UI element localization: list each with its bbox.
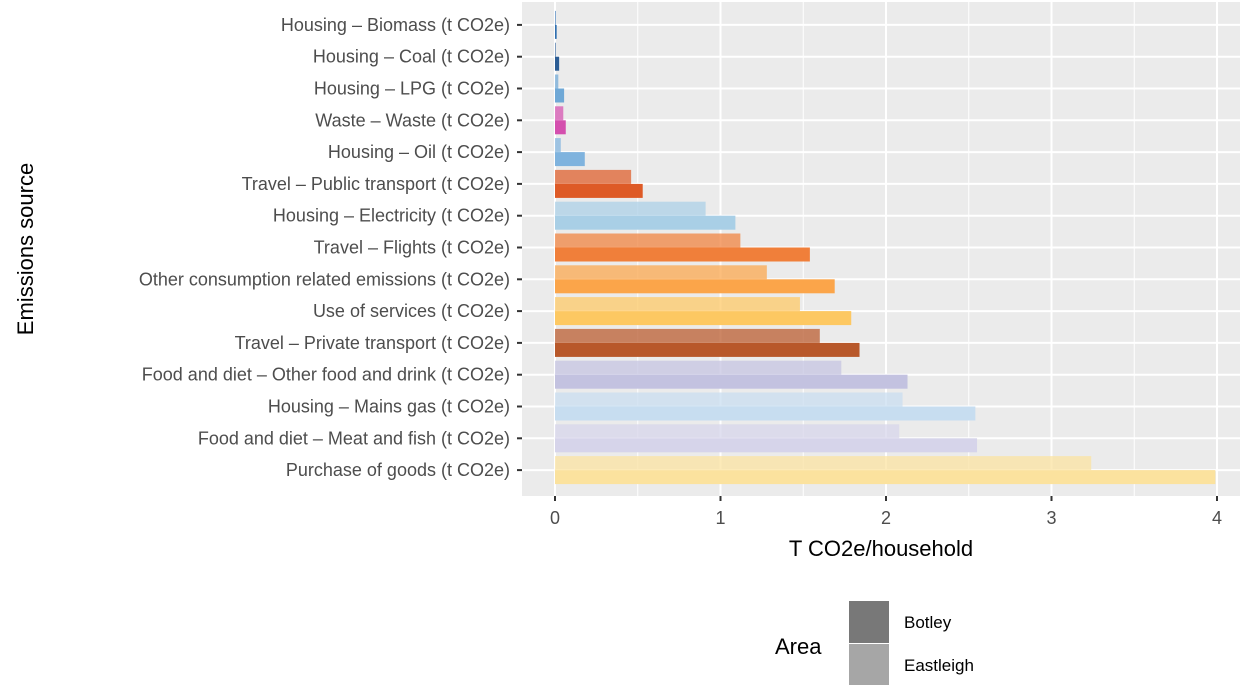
bar-botley-housing-coal-t-co2e [555, 42, 556, 57]
bar-eastleigh-food-and-diet-other-food-and-drink-t-co2e [555, 374, 908, 389]
x-tick-label: 0 [550, 508, 560, 528]
bar-botley-housing-mains-gas-t-co2e [555, 392, 903, 407]
y-tick-label: Housing – Oil (t CO2e) [328, 142, 510, 162]
bar-eastleigh-waste-waste-t-co2e [555, 120, 566, 135]
y-tick-label: Travel – Public transport (t CO2e) [242, 174, 510, 194]
bar-eastleigh-other-consumption-related-emissions-t-co2e [555, 279, 835, 294]
bar-botley-housing-oil-t-co2e [555, 138, 561, 153]
legend: Area Botley Eastleigh [775, 601, 974, 685]
y-axis: Housing – Biomass (t CO2e) Housing – Coal… [139, 15, 522, 480]
legend-title: Area [775, 634, 822, 659]
bar-eastleigh-food-and-diet-meat-and-fish-t-co2e [555, 438, 978, 453]
bar-botley-travel-public-transport-t-co2e [555, 169, 632, 184]
bar-botley-waste-waste-t-co2e [555, 106, 564, 121]
bar-eastleigh-purchase-of-goods-t-co2e [555, 470, 1216, 485]
bar-eastleigh-use-of-services-t-co2e [555, 311, 852, 326]
bar-eastleigh-housing-coal-t-co2e [555, 56, 560, 71]
bar-botley-other-consumption-related-emissions-t-co2e [555, 265, 767, 280]
x-axis-title: T CO2e/household [789, 536, 973, 561]
legend-key-eastleigh [849, 644, 889, 685]
bar-eastleigh-housing-biomass-t-co2e [555, 24, 557, 39]
bar-eastleigh-housing-lpg-t-co2e [555, 88, 565, 103]
y-tick-label: Housing – LPG (t CO2e) [314, 79, 510, 99]
bar-botley-housing-biomass-t-co2e [555, 10, 556, 25]
bar-botley-housing-electricity-t-co2e [555, 201, 706, 216]
x-tick-label: 3 [1046, 508, 1056, 528]
y-tick-label: Travel – Private transport (t CO2e) [235, 333, 510, 353]
y-tick-label: Food and diet – Meat and fish (t CO2e) [198, 428, 510, 448]
y-tick-label: Purchase of goods (t CO2e) [286, 460, 510, 480]
x-tick-label: 2 [881, 508, 891, 528]
y-tick-label: Other consumption related emissions (t C… [139, 269, 510, 289]
y-tick-label: Housing – Coal (t CO2e) [313, 47, 510, 67]
bar-eastleigh-housing-mains-gas-t-co2e [555, 406, 976, 421]
y-axis-title: Emissions source [13, 163, 38, 335]
y-tick-label: Housing – Electricity (t CO2e) [273, 206, 510, 226]
bar-botley-travel-private-transport-t-co2e [555, 328, 820, 343]
bars-layer [555, 10, 1216, 485]
legend-key-botley [849, 601, 889, 643]
legend-label-botley: Botley [904, 613, 952, 632]
bar-botley-use-of-services-t-co2e [555, 297, 800, 312]
bar-eastleigh-travel-flights-t-co2e [555, 247, 810, 262]
legend-label-eastleigh: Eastleigh [904, 656, 974, 675]
bar-eastleigh-housing-oil-t-co2e [555, 152, 585, 167]
bar-botley-housing-lpg-t-co2e [555, 74, 559, 89]
bar-eastleigh-travel-public-transport-t-co2e [555, 183, 643, 198]
x-tick-label: 1 [715, 508, 725, 528]
y-tick-label: Housing – Mains gas (t CO2e) [268, 397, 510, 417]
bar-eastleigh-housing-electricity-t-co2e [555, 215, 736, 230]
bar-botley-food-and-diet-meat-and-fish-t-co2e [555, 424, 900, 439]
y-tick-label: Food and diet – Other food and drink (t … [142, 365, 510, 385]
bar-botley-food-and-diet-other-food-and-drink-t-co2e [555, 360, 842, 375]
bar-eastleigh-travel-private-transport-t-co2e [555, 342, 860, 357]
bar-botley-travel-flights-t-co2e [555, 233, 741, 248]
x-axis: 0 1 2 3 4 [550, 496, 1222, 528]
y-tick-label: Use of services (t CO2e) [313, 301, 510, 321]
x-tick-label: 4 [1212, 508, 1222, 528]
y-tick-label: Housing – Biomass (t CO2e) [281, 15, 510, 35]
bar-botley-purchase-of-goods-t-co2e [555, 456, 1092, 471]
y-tick-label: Waste – Waste (t CO2e) [315, 110, 510, 130]
y-tick-label: Travel – Flights (t CO2e) [314, 238, 510, 258]
